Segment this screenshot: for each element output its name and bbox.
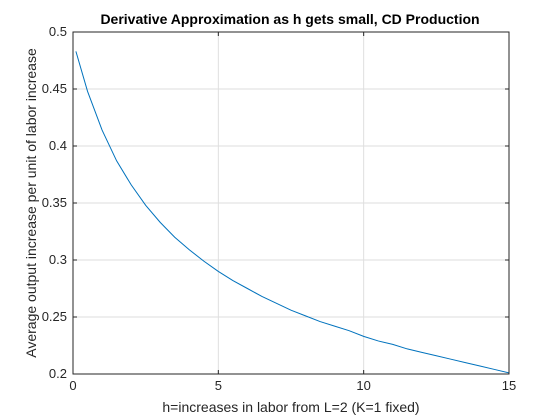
x-tick-label: 10 [356,378,370,393]
data-series [75,51,510,374]
y-tick-label: 0.3 [49,252,67,267]
chart-title: Derivative Approximation as h gets small… [100,11,479,27]
y-axis-label: Average output increase per unit of labo… [23,48,39,358]
y-tick-label: 0.5 [49,24,67,39]
x-axis-label: h=increases in labor from L=2 (K=1 fixed… [162,399,419,415]
y-tick-label: 0.45 [42,81,67,96]
y-tick-label: 0.4 [49,138,67,153]
series-line [75,51,510,374]
x-tick-label: 15 [502,378,516,393]
y-tick-label: 0.2 [49,366,67,381]
y-tick-label: 0.35 [42,195,67,210]
y-tick-label: 0.25 [42,309,67,324]
axis-ticks: 0 5 10 15 0.2 0.25 0.3 0.35 0.4 0.45 0.5 [42,24,517,393]
x-tick-label: 0 [69,378,76,393]
x-tick-label: 5 [215,378,222,393]
